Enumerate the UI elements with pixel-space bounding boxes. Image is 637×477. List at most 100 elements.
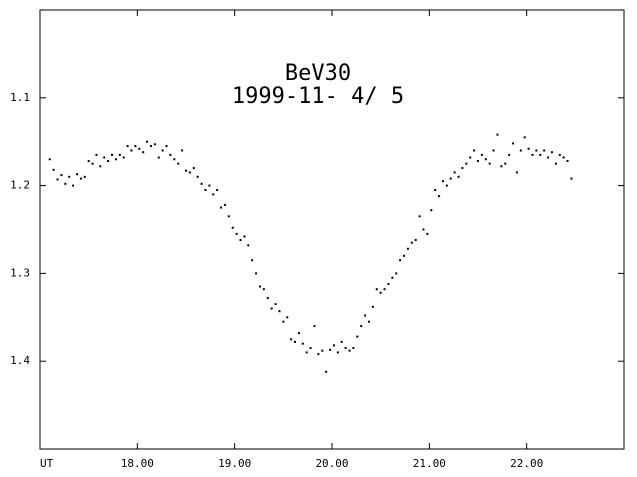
x-tick-label: 20.00 — [315, 457, 348, 470]
data-point — [492, 149, 495, 152]
data-point — [220, 206, 223, 209]
data-point — [60, 174, 63, 177]
data-point — [512, 142, 515, 145]
data-point — [539, 153, 542, 156]
data-point — [130, 149, 133, 152]
data-point — [142, 151, 145, 154]
data-point — [344, 347, 347, 350]
data-point — [500, 165, 503, 168]
y-tick-label: 1.2 — [10, 179, 30, 192]
data-point — [64, 182, 67, 185]
data-point — [430, 209, 433, 212]
y-tick-label: 1.3 — [10, 266, 30, 279]
data-point — [360, 325, 363, 328]
y-tick-label: 1.1 — [10, 91, 30, 104]
data-point — [484, 158, 487, 161]
data-point — [75, 173, 78, 176]
data-point — [169, 153, 172, 156]
data-point — [469, 156, 472, 159]
data-point — [192, 167, 195, 170]
data-point — [122, 156, 125, 159]
data-point — [114, 158, 117, 161]
data-point — [332, 344, 335, 347]
data-point — [356, 335, 359, 338]
data-point — [239, 239, 242, 242]
data-point — [79, 177, 82, 180]
data-point — [149, 145, 152, 148]
data-point — [52, 168, 55, 171]
data-point — [153, 143, 156, 146]
data-point — [473, 149, 476, 152]
data-point — [519, 149, 522, 152]
data-point — [72, 184, 75, 187]
data-point — [352, 347, 355, 350]
data-point — [146, 140, 149, 143]
data-point — [527, 147, 530, 150]
data-point — [367, 320, 370, 323]
data-point — [177, 162, 180, 165]
data-point — [235, 232, 238, 235]
data-point — [391, 276, 394, 279]
data-point — [387, 282, 390, 285]
data-point — [251, 259, 254, 262]
data-point — [379, 291, 382, 294]
data-point — [453, 171, 456, 174]
data-point — [309, 347, 312, 350]
data-point — [270, 307, 273, 310]
chart-subtitle: 1999-11- 4/ 5 — [232, 84, 404, 109]
data-point — [403, 254, 406, 257]
data-point — [535, 149, 538, 152]
data-point — [438, 195, 441, 198]
data-point — [278, 310, 281, 313]
data-point — [200, 182, 203, 185]
data-point — [196, 175, 199, 178]
data-point — [262, 288, 265, 291]
data-point — [480, 153, 483, 156]
data-point — [282, 320, 285, 323]
data-point — [383, 288, 386, 291]
data-point — [406, 247, 409, 250]
data-point — [426, 232, 429, 235]
data-point — [395, 272, 398, 275]
data-point — [185, 169, 187, 172]
data-point — [531, 153, 534, 156]
data-point — [558, 153, 561, 156]
data-point — [208, 184, 211, 187]
data-point — [399, 259, 402, 262]
data-point — [321, 349, 324, 352]
data-point — [375, 288, 378, 291]
data-point — [68, 175, 71, 178]
data-point — [325, 370, 328, 373]
data-point — [301, 342, 304, 345]
data-point — [258, 285, 261, 288]
data-point — [107, 160, 110, 163]
data-point — [111, 153, 114, 156]
data-point — [243, 235, 246, 238]
data-point — [126, 145, 129, 148]
data-point — [340, 340, 343, 343]
data-point — [286, 316, 289, 319]
data-point — [157, 156, 160, 159]
data-point — [95, 153, 98, 156]
data-point — [87, 160, 90, 163]
chart-title: BeV30 — [285, 61, 351, 86]
data-point — [441, 180, 444, 183]
data-point — [305, 351, 308, 354]
data-point — [570, 177, 573, 180]
data-point — [204, 188, 207, 191]
data-point — [477, 160, 479, 163]
x-tick-label: 18.00 — [121, 457, 154, 470]
data-point — [550, 151, 553, 154]
data-point — [410, 241, 413, 244]
data-point — [83, 175, 86, 178]
data-point — [173, 158, 176, 161]
data-point — [418, 215, 421, 218]
data-point — [313, 325, 316, 328]
data-point — [434, 188, 437, 191]
data-point — [99, 165, 102, 168]
data-point — [161, 149, 164, 152]
data-point — [364, 314, 367, 317]
data-point — [48, 158, 51, 161]
data-point — [56, 178, 59, 181]
